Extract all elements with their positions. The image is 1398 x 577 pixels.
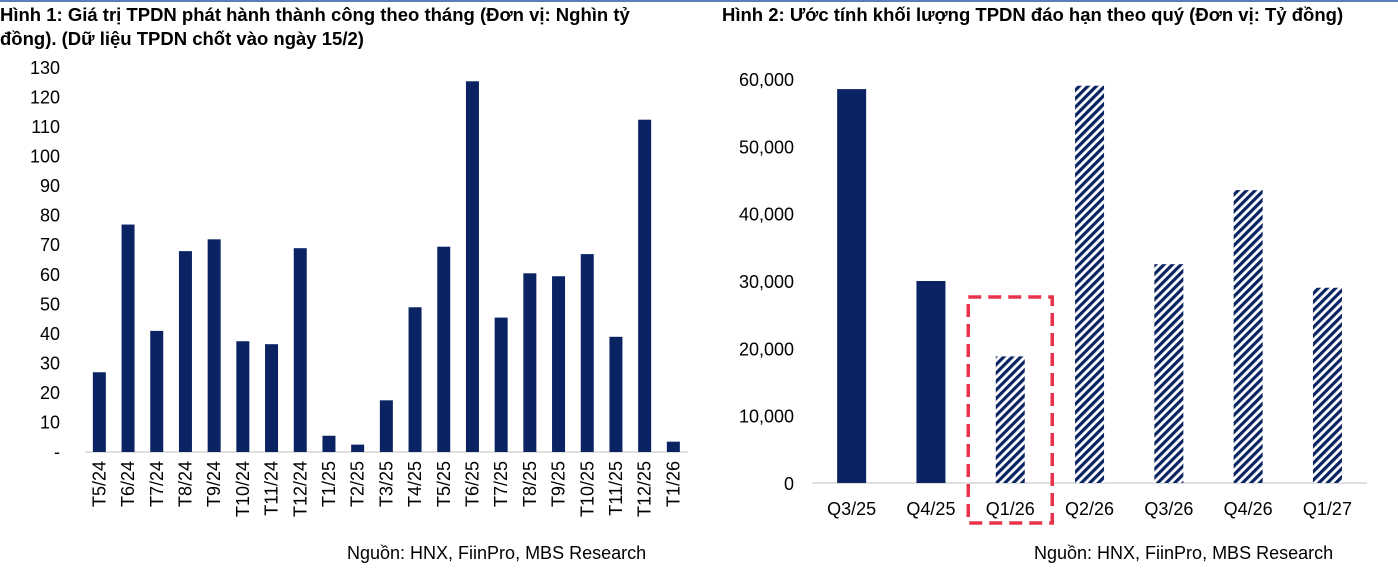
y-tick-label: 30 (40, 353, 60, 373)
x-tick-label: Q4/25 (906, 499, 955, 519)
y-tick-label: 100 (30, 147, 60, 167)
y-tick-label: - (54, 442, 60, 462)
x-tick-label: Q3/26 (1144, 499, 1193, 519)
bar (916, 281, 946, 483)
x-tick-label: T9/24 (204, 461, 224, 507)
y-tick-label: 110 (31, 117, 60, 137)
x-tick-label: Q2/26 (1065, 499, 1114, 519)
y-tick-label: 50,000 (739, 137, 794, 157)
y-tick-label: 20,000 (739, 339, 794, 359)
x-tick-label: T2/25 (348, 461, 368, 507)
bar (379, 400, 393, 452)
y-tick-label: 40,000 (739, 205, 794, 225)
bar (552, 276, 566, 452)
x-tick-label: T5/24 (89, 461, 109, 507)
y-tick-label: 0 (784, 474, 794, 494)
bar (494, 317, 508, 452)
bar (293, 248, 307, 452)
x-tick-label: T12/25 (635, 461, 655, 517)
y-tick-label: 80 (40, 206, 60, 226)
chart-title: Hình 2: Ước tính khối lượng TPDN đáo hạn… (722, 4, 1344, 25)
source-note: Nguồn: HNX, FiinPro, MBS Research (1034, 543, 1334, 563)
x-tick-label: T1/25 (319, 461, 339, 507)
y-tick-label: 90 (40, 176, 60, 196)
y-tick-label: 40 (40, 324, 60, 344)
bar (666, 441, 680, 452)
y-tick-label: 130 (30, 58, 60, 78)
x-tick-label: T1/26 (663, 461, 683, 507)
chart-title: Hình 1: Giá trị TPDN phát hành thành côn… (0, 4, 630, 49)
source-note: Nguồn: HNX, FiinPro, MBS Research (347, 543, 647, 563)
bar (92, 372, 106, 452)
bar (236, 341, 250, 452)
bar (121, 224, 135, 452)
bar-hatched (995, 356, 1025, 483)
x-tick-label: T11/24 (262, 461, 282, 516)
y-tick-label: 70 (40, 235, 60, 255)
bar (609, 336, 623, 452)
x-tick-label: T6/24 (118, 461, 138, 507)
bar (408, 307, 422, 452)
y-tick-label: 10,000 (739, 407, 794, 427)
bar-hatched (1312, 287, 1342, 483)
x-tick-label: T8/25 (520, 461, 540, 507)
x-tick-label: Q1/27 (1303, 499, 1352, 519)
bar (207, 239, 221, 452)
x-tick-label: T3/25 (376, 461, 396, 507)
y-tick-label: 20 (40, 383, 60, 403)
chart-panel-monthly-issuance: Hình 1: Giá trị TPDN phát hành thành côn… (0, 4, 688, 563)
bar (178, 251, 192, 452)
bar (150, 330, 164, 452)
bar (351, 444, 365, 452)
y-tick-label: 60,000 (739, 70, 794, 90)
bar (638, 119, 652, 452)
bar (265, 344, 279, 452)
highlight-box (966, 295, 1054, 525)
x-tick-label: Q4/26 (1224, 499, 1273, 519)
bar-chart-quarterly-maturity: 0 10,000 20,000 30,000 40,000 50,000 60,000 Q3/… (739, 70, 1368, 525)
y-tick-label: 50 (40, 294, 60, 314)
x-tick-label: T10/25 (577, 461, 597, 517)
bar-hatched (1233, 190, 1263, 483)
bar (437, 246, 451, 452)
x-tick-label: T10/24 (233, 461, 253, 517)
bar (523, 273, 537, 452)
x-tick-label: T9/25 (549, 461, 569, 507)
x-tick-label: T7/25 (491, 461, 511, 507)
bar-chart-monthly-issuance: - 10 20 30 40 50 60 70 80 90 100 110 120 130 T5/24 T6/2… (30, 58, 688, 517)
bar (580, 254, 594, 452)
y-tick-label: 30,000 (739, 272, 794, 292)
x-tick-label: T6/25 (462, 461, 482, 507)
y-tick-label: 10 (40, 412, 60, 432)
top-rule (0, 0, 1398, 2)
bar-hatched (1154, 264, 1184, 483)
x-tick-label: Q1/26 (986, 499, 1035, 519)
x-tick-label: T7/24 (147, 461, 167, 507)
x-tick-label: Q3/25 (827, 499, 876, 519)
x-tick-label: T5/25 (434, 461, 454, 507)
x-tick-label: T11/25 (606, 461, 626, 516)
y-tick-label: 120 (30, 88, 60, 108)
bar (837, 89, 867, 483)
bar (465, 81, 479, 453)
bar-hatched (1075, 85, 1105, 483)
x-tick-label: T8/24 (175, 461, 195, 507)
chart-panel-quarterly-maturity: Hình 2: Ước tính khối lượng TPDN đáo hạn… (722, 0, 1398, 577)
x-tick-label: T4/25 (405, 461, 425, 507)
bar (322, 435, 336, 452)
y-tick-label: 60 (40, 265, 60, 285)
x-tick-label: T12/24 (290, 461, 310, 517)
